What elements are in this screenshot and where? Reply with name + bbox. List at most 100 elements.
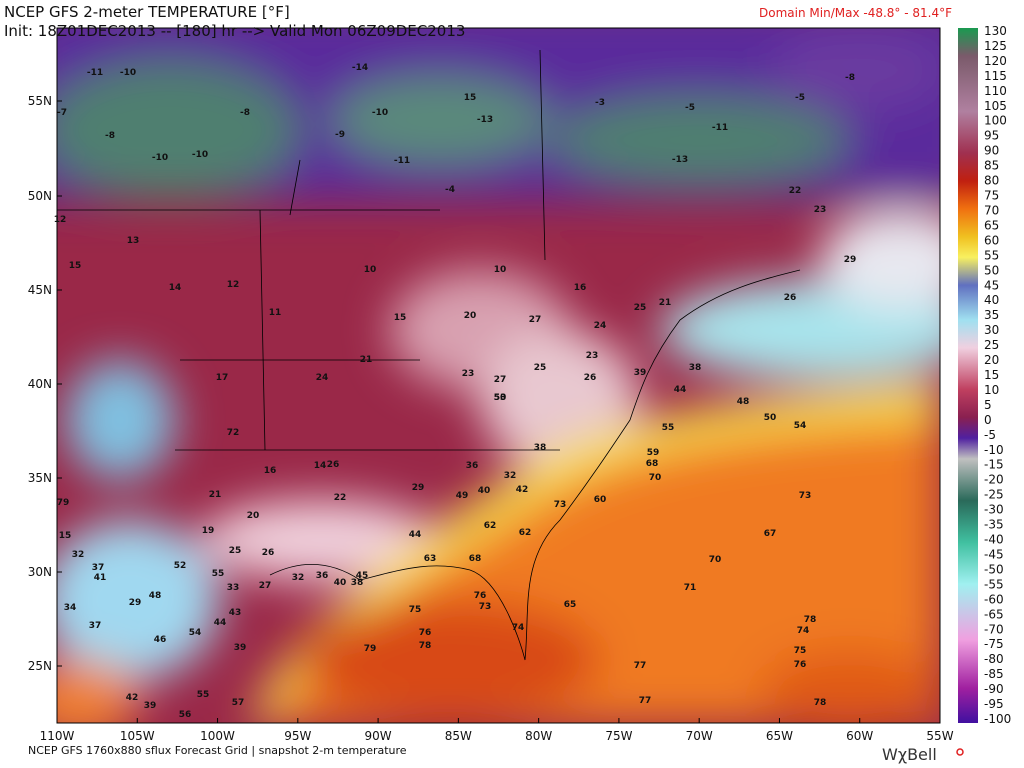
colorbar-label: 5 <box>984 398 992 412</box>
colorbar-label: 70 <box>984 203 999 217</box>
temperature-label: 37 <box>89 621 102 631</box>
temperature-label: 36 <box>316 571 329 581</box>
temperature-label: 48 <box>737 397 750 407</box>
temperature-label: 16 <box>264 466 277 476</box>
colorbar-label: 80 <box>984 174 999 188</box>
colorbar-label: 25 <box>984 338 999 352</box>
temperature-label: 27 <box>529 315 542 325</box>
subtitle: Init: 18Z01DEC2013 -- [180] hr --> Valid… <box>4 22 465 40</box>
temperature-label: 67 <box>764 529 777 539</box>
temperature-label: 70 <box>709 555 722 565</box>
colorbar-label: 35 <box>984 308 999 322</box>
temperature-label: 63 <box>424 554 437 564</box>
temperature-label: 59 <box>647 448 660 458</box>
temperature-label: 79 <box>364 644 377 654</box>
temperature-label: 29 <box>129 598 142 608</box>
colorbar-label: -40 <box>984 533 1004 547</box>
temperature-label: 26 <box>262 548 275 558</box>
lon-label: 70W <box>686 729 713 743</box>
temperature-label: 16 <box>574 283 587 293</box>
lat-label: 35N <box>28 471 52 485</box>
temperature-label: 26 <box>584 373 597 383</box>
temperature-label: 37 <box>92 563 105 573</box>
temperature-label: 15 <box>59 531 72 541</box>
temperature-label: 55 <box>662 423 675 433</box>
temperature-label: -10 <box>192 150 208 160</box>
colorbar-label: 130 <box>984 24 1007 38</box>
temperature-label: -11 <box>87 68 103 78</box>
colorbar-label: 95 <box>984 129 999 143</box>
lon-label: 85W <box>445 729 472 743</box>
temperature-label: 23 <box>814 205 827 215</box>
temperature-label: -5 <box>685 103 695 113</box>
temperature-label: -5 <box>795 93 805 103</box>
temperature-label: -8 <box>240 108 250 118</box>
lon-label: 60W <box>846 729 873 743</box>
borders <box>57 49 801 661</box>
temperature-label: 21 <box>209 490 222 500</box>
colorbar-label: -85 <box>984 667 1004 681</box>
domain-minmax: Domain Min/Max -48.8° - 81.4°F <box>759 6 952 20</box>
lon-label: 100W <box>200 729 235 743</box>
lat-label: 50N <box>28 189 52 203</box>
temperature-label: 40 <box>478 486 491 496</box>
temperature-label: 39 <box>634 368 647 378</box>
temperature-label: 15 <box>69 261 82 271</box>
temperature-label: 43 <box>229 608 242 618</box>
temperature-label: 62 <box>484 521 497 531</box>
colorbar-label: 105 <box>984 99 1007 113</box>
temperature-label: 39 <box>144 701 157 711</box>
lon-label: 75W <box>605 729 632 743</box>
colorbar-label: -60 <box>984 592 1004 606</box>
temperature-label: 14 <box>169 283 182 293</box>
temperature-label: -11 <box>712 123 728 133</box>
temperature-label: 65 <box>564 600 577 610</box>
temperature-label: 10 <box>364 265 377 275</box>
colorbar-label: 120 <box>984 54 1007 68</box>
lat-label: 30N <box>28 565 52 579</box>
temperature-label: 73 <box>479 602 492 612</box>
colorbar-label: 30 <box>984 323 999 337</box>
temperature-label: 71 <box>684 583 697 593</box>
temperature-label: 38 <box>351 578 364 588</box>
temperature-label: 24 <box>316 373 329 383</box>
temperature-label: 25 <box>634 303 647 313</box>
colorbar-label: -90 <box>984 682 1004 696</box>
logo: WχBell <box>882 745 937 764</box>
temperature-label: 77 <box>634 661 647 671</box>
temperature-label: 34 <box>64 603 77 613</box>
colorbar-label: -35 <box>984 518 1004 532</box>
colorbar-label: 125 <box>984 39 1007 53</box>
map-field <box>57 28 940 723</box>
temperature-label: 38 <box>534 443 547 453</box>
temperature-label: 75 <box>794 646 807 656</box>
temperature-label: 19 <box>202 526 215 536</box>
temperature-label: 73 <box>554 500 567 510</box>
temperature-label: 40 <box>334 578 347 588</box>
temperature-label: 74 <box>797 626 810 636</box>
colorbar-label: -45 <box>984 547 1004 561</box>
lat-label: 45N <box>28 283 52 297</box>
temperature-label: 76 <box>794 660 807 670</box>
temperature-label: 26 <box>327 460 340 470</box>
temperature-label: 53 <box>494 393 507 403</box>
temperature-label: -10 <box>372 108 388 118</box>
title: NCEP GFS 2-meter TEMPERATURE [°F] <box>4 3 290 21</box>
footer-source: NCEP GFS 1760x880 sflux Forecast Grid | … <box>28 744 407 757</box>
temperature-label: 48 <box>149 591 162 601</box>
temperature-label: 14 <box>314 461 327 471</box>
colorbar-label: 20 <box>984 353 999 367</box>
lat-label: 40N <box>28 377 52 391</box>
temperature-label: -10 <box>120 68 136 78</box>
colorbar-label: -25 <box>984 488 1004 502</box>
temperature-label: 32 <box>504 471 517 481</box>
logo-dot <box>956 748 964 756</box>
temperature-label: -14 <box>352 63 368 73</box>
colorbar-label: 15 <box>984 368 999 382</box>
temperature-label: 22 <box>334 493 347 503</box>
temperature-label: 29 <box>412 483 425 493</box>
temperature-label: -3 <box>595 98 605 108</box>
colorbar-label: -50 <box>984 562 1004 576</box>
temperature-label: 42 <box>126 693 139 703</box>
colorbar <box>958 28 978 723</box>
